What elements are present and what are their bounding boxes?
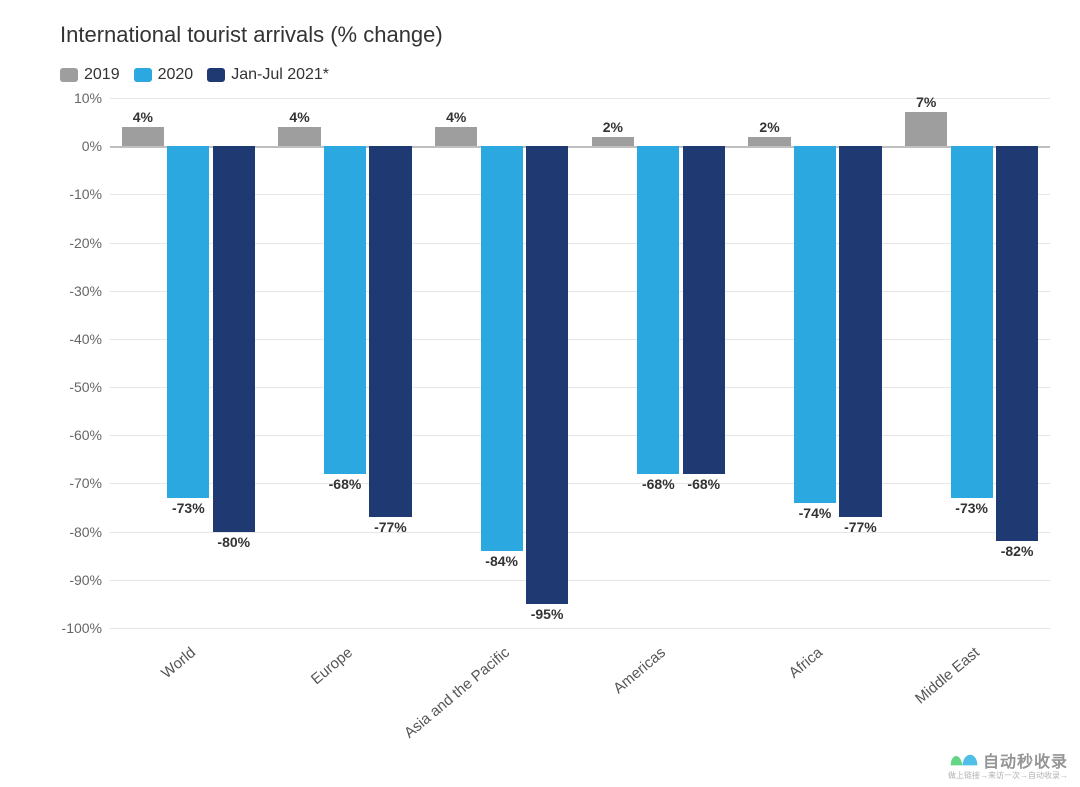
bar-value-label: 2% (592, 119, 634, 135)
chart-title: International tourist arrivals (% change… (60, 22, 1060, 48)
bar (122, 127, 164, 146)
page-root: International tourist arrivals (% change… (0, 0, 1080, 787)
bar-value-label: -68% (637, 476, 679, 492)
x-axis-category-label: Asia and the Pacific (401, 644, 513, 742)
category-group: Europe4%-68%-77% (267, 98, 424, 628)
legend-label: 2019 (84, 66, 120, 84)
bar (481, 146, 523, 551)
bar-value-label: 4% (278, 109, 320, 125)
bar-value-label: -82% (996, 543, 1038, 559)
bar (435, 127, 477, 146)
legend-item: Jan-Jul 2021* (207, 66, 329, 84)
y-axis-tick-label: -100% (62, 620, 110, 636)
y-axis-tick-label: -20% (69, 235, 110, 251)
bar (951, 146, 993, 498)
watermark-logo-icon (947, 747, 981, 767)
y-axis-tick-label: -30% (69, 283, 110, 299)
y-axis-tick-label: -50% (69, 379, 110, 395)
bar (592, 137, 634, 147)
bar-value-label: 4% (435, 109, 477, 125)
bar (369, 146, 411, 517)
y-axis-tick-label: 10% (74, 90, 110, 106)
watermark: 自动秒收录 做上链接→来访一次→自动收录→ (947, 747, 1068, 781)
legend-swatch-icon (134, 68, 152, 82)
x-axis-category-label: Africa (786, 644, 826, 682)
legend-swatch-icon (207, 68, 225, 82)
category-group: Africa2%-74%-77% (737, 98, 894, 628)
bar (167, 146, 209, 498)
bar-value-label: -77% (839, 519, 881, 535)
bar-value-label: -73% (951, 500, 993, 516)
bar-value-label: -84% (481, 553, 523, 569)
bar-value-label: -68% (324, 476, 366, 492)
x-axis-category-label: World (159, 644, 200, 682)
legend-swatch-icon (60, 68, 78, 82)
bar (839, 146, 881, 517)
bar (748, 137, 790, 147)
chart-container: 10%0%-10%-20%-30%-40%-50%-60%-70%-80%-90… (20, 98, 1060, 748)
bar-value-label: -95% (526, 606, 568, 622)
y-axis-tick-label: -60% (69, 427, 110, 443)
watermark-top-row: 自动秒收录 (947, 747, 1068, 772)
legend-label: 2020 (158, 66, 194, 84)
gridline (110, 628, 1050, 629)
legend-item: 2020 (134, 66, 194, 84)
bar (324, 146, 366, 474)
watermark-brand-text: 自动秒收录 (983, 748, 1068, 772)
watermark-tagline: 做上链接→来访一次→自动收录→ (948, 770, 1068, 781)
bar-value-label: -77% (369, 519, 411, 535)
y-axis-tick-label: -80% (69, 524, 110, 540)
category-group: Americas2%-68%-68% (580, 98, 737, 628)
bar (278, 127, 320, 146)
bar-value-label: -74% (794, 505, 836, 521)
x-axis-category-label: Americas (610, 644, 669, 697)
bar-value-label: -80% (213, 534, 255, 550)
bar (905, 112, 947, 146)
x-axis-category-label: Middle East (912, 644, 983, 707)
legend-label: Jan-Jul 2021* (231, 66, 329, 84)
bar (526, 146, 568, 604)
x-axis-category-label: Europe (308, 644, 356, 688)
bar (213, 146, 255, 531)
y-axis-tick-label: 0% (82, 138, 110, 154)
chart-legend: 2019 2020 Jan-Jul 2021* (60, 66, 1060, 84)
chart-plot-area: 10%0%-10%-20%-30%-40%-50%-60%-70%-80%-90… (110, 98, 1050, 628)
bar-value-label: 2% (748, 119, 790, 135)
bar (637, 146, 679, 474)
bar (996, 146, 1038, 541)
legend-item: 2019 (60, 66, 120, 84)
bar (683, 146, 725, 474)
category-group: Middle East7%-73%-82% (893, 98, 1050, 628)
category-group: Asia and the Pacific4%-84%-95% (423, 98, 580, 628)
bar (794, 146, 836, 503)
y-axis-tick-label: -90% (69, 572, 110, 588)
y-axis-tick-label: -40% (69, 331, 110, 347)
category-group: World4%-73%-80% (110, 98, 267, 628)
bar-value-label: -68% (683, 476, 725, 492)
y-axis-tick-label: -70% (69, 475, 110, 491)
y-axis-tick-label: -10% (69, 186, 110, 202)
bar-value-label: 4% (122, 109, 164, 125)
bar-value-label: -73% (167, 500, 209, 516)
bar-value-label: 7% (905, 94, 947, 110)
